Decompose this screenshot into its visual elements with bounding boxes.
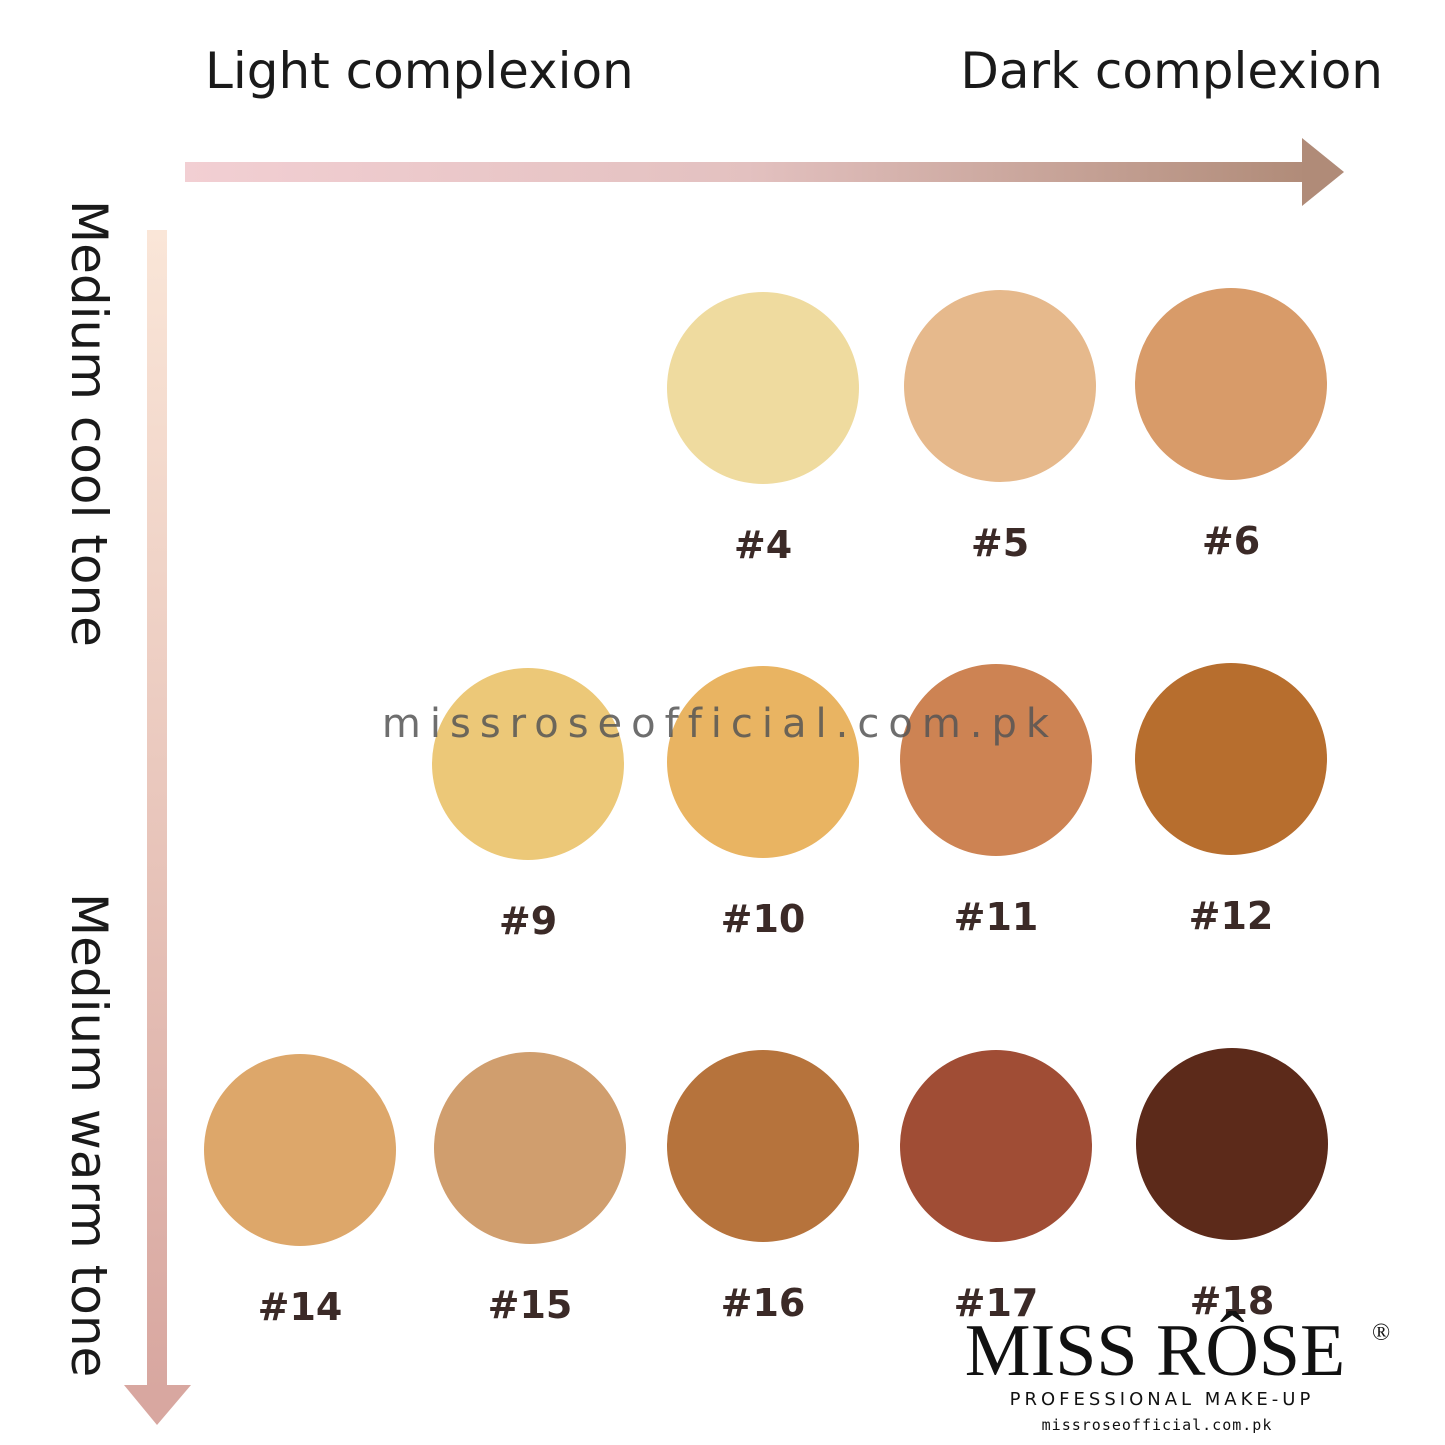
swatch-label: #18 [1190,1279,1275,1323]
axis-label: Dark complexion [960,42,1383,100]
axis-label: Medium cool tone [60,200,118,647]
swatch-label: #10 [721,897,806,941]
swatch [904,290,1096,482]
arrow-shaft [147,230,167,1390]
swatch [1136,1048,1328,1240]
axis-label: Medium warm tone [60,893,118,1377]
swatch-label: #4 [734,523,792,567]
swatch [667,666,859,858]
swatch-label: #11 [954,895,1039,939]
swatch-label: #9 [499,899,557,943]
swatch [667,292,859,484]
swatch [667,1050,859,1242]
tagline: PROFESSIONAL MAKE-UP [1010,1389,1315,1410]
swatch [900,664,1092,856]
swatch-label: #14 [258,1285,343,1329]
swatch-label: #12 [1189,894,1274,938]
swatch [1135,663,1327,855]
arrow-head [124,1385,191,1425]
url: missroseofficial.com.pk [1042,1416,1273,1434]
axis-label: Light complexion [205,42,634,100]
swatch-label: #6 [1202,519,1260,563]
registered-mark: ® [1372,1320,1390,1346]
swatch-label: #15 [488,1283,573,1327]
watermark: missroseofficial.com.pk [382,701,1058,747]
swatch [1135,288,1327,480]
swatch-label: #17 [954,1281,1039,1325]
swatch [204,1054,396,1246]
swatch [432,668,624,860]
swatch [900,1050,1092,1242]
swatch-label: #5 [971,521,1029,565]
arrow-head [1302,138,1344,206]
swatch-label: #16 [721,1281,806,1325]
arrow-shaft [185,162,1310,182]
swatches: #4 #5 #6 #9 #10 #11 #12 #14 #15 #16 #17 #18 [204,288,1328,1329]
swatch [434,1052,626,1244]
brand: MISS RÔSE [965,1310,1345,1392]
